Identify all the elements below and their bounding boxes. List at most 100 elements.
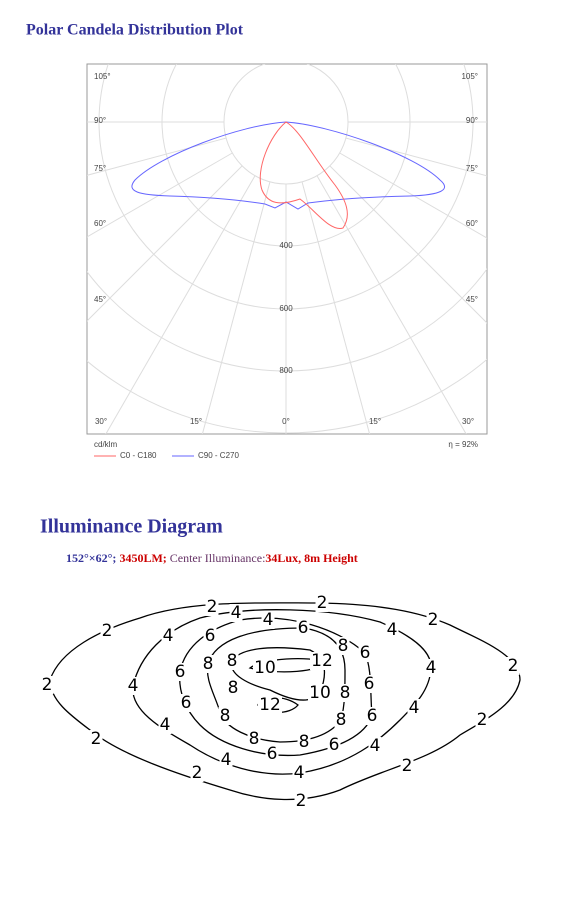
label-bg xyxy=(336,637,350,655)
spec-angle: 152°×62°; xyxy=(66,551,116,565)
contour-label: 4 xyxy=(221,750,232,770)
label-bg xyxy=(100,622,114,640)
label-bg xyxy=(424,659,438,677)
angle-label: 105° xyxy=(94,72,111,81)
spec-label: Center Illuminance: xyxy=(170,551,266,565)
contour-label: 8 xyxy=(220,706,231,726)
contour-label: 6 xyxy=(360,643,371,663)
label-bg xyxy=(292,764,306,782)
plot-frame xyxy=(86,63,488,435)
contour-label: 4 xyxy=(128,676,139,696)
contour-label: 4 xyxy=(231,603,242,623)
angle-label: 90° xyxy=(466,116,478,125)
contour-label: 4 xyxy=(370,736,381,756)
contour-label: 8 xyxy=(203,654,214,674)
label-bg xyxy=(161,627,175,645)
contour-label: 6 xyxy=(175,662,186,682)
label-bg xyxy=(506,657,520,675)
grid-ray xyxy=(201,181,271,434)
contour-label: 4 xyxy=(409,698,420,718)
spec-value: 34Lux, 8m Height xyxy=(265,551,357,565)
angle-label: 15° xyxy=(369,417,381,426)
polar-title: Polar Candela Distribution Plot xyxy=(26,22,244,39)
angle-label: 90° xyxy=(94,116,106,125)
contour-label: 6 xyxy=(181,693,192,713)
label-bg xyxy=(365,707,379,725)
grid-ray xyxy=(329,165,487,324)
label-bg xyxy=(315,594,329,612)
contour-label: 10 xyxy=(309,683,331,703)
contour-label: 2 xyxy=(42,675,53,695)
angle-label: 75° xyxy=(94,164,106,173)
label-bg xyxy=(400,757,414,775)
label-bg xyxy=(368,737,382,755)
spec-line: 152°×62°; 3450LM; Center Illuminance:34L… xyxy=(66,551,358,565)
grid-ray xyxy=(301,181,371,434)
contour-label: 2 xyxy=(477,710,488,730)
label-bg xyxy=(225,652,239,670)
label-bg xyxy=(219,751,233,769)
label-bg xyxy=(253,659,277,677)
label-bg xyxy=(229,604,243,622)
grid-ray xyxy=(105,175,256,434)
contour-label: 6 xyxy=(267,744,278,764)
label-bg xyxy=(297,733,311,751)
label-bg xyxy=(475,711,489,729)
angle-label: 0° xyxy=(282,417,290,426)
contour-label: 12 xyxy=(259,695,281,715)
grid-ray xyxy=(316,175,467,434)
contour-label: 4 xyxy=(426,658,437,678)
radial-label: 400 xyxy=(279,241,293,250)
radial-label: 600 xyxy=(279,304,293,313)
label-bg xyxy=(247,730,261,748)
angle-label: 60° xyxy=(94,219,106,228)
contour-label: 2 xyxy=(402,756,413,776)
polar-plot: cd/klm η = 92% C0 - C180 C90 - C270 105°… xyxy=(86,63,488,460)
label-bg xyxy=(218,707,232,725)
label-bg xyxy=(308,684,332,702)
contour-label: 2 xyxy=(317,593,328,613)
angle-label: 45° xyxy=(94,295,106,304)
curve-c0 xyxy=(259,121,348,229)
spec-lumen: 3450LM; xyxy=(119,551,166,565)
label-bg xyxy=(310,652,334,670)
contour-label: 2 xyxy=(508,656,519,676)
label-bg xyxy=(407,699,421,717)
polar-grid xyxy=(87,64,487,434)
efficiency: η = 92% xyxy=(448,440,478,449)
label-bg xyxy=(40,676,54,694)
contour-label: 6 xyxy=(329,735,340,755)
unit-label: cd/klm xyxy=(94,440,117,449)
angle-label: 75° xyxy=(466,164,478,173)
label-bg xyxy=(179,694,193,712)
label-bg xyxy=(126,677,140,695)
legend-entry: C0 - C180 xyxy=(120,451,157,460)
label-bg xyxy=(201,655,215,673)
contour-label: 8 xyxy=(338,636,349,656)
label-bg xyxy=(258,696,282,714)
angle-label: 30° xyxy=(95,417,107,426)
contour-label: 2 xyxy=(91,729,102,749)
grid-ray xyxy=(87,165,243,322)
contour-label: 8 xyxy=(228,678,239,698)
label-bg xyxy=(158,716,172,734)
label-bg xyxy=(327,736,341,754)
contour-label: 8 xyxy=(249,729,260,749)
label-bg xyxy=(294,792,308,810)
legend-entry: C90 - C270 xyxy=(198,451,239,460)
angle-label: 105° xyxy=(461,72,478,81)
contour-2 xyxy=(49,602,521,801)
contour-label: 4 xyxy=(387,620,398,640)
angle-label: 45° xyxy=(466,295,478,304)
label-bg xyxy=(203,627,217,645)
label-bg xyxy=(226,679,240,697)
grid-ray xyxy=(87,137,227,176)
contour-label: 6 xyxy=(298,618,309,638)
contour-label: 6 xyxy=(367,706,378,726)
contour-label: 4 xyxy=(163,626,174,646)
angle-label: 15° xyxy=(190,417,202,426)
label-bg xyxy=(362,675,376,693)
